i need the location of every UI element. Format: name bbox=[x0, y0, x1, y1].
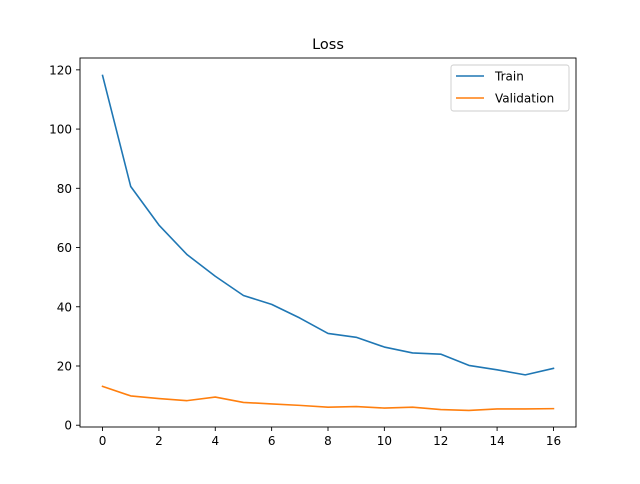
x-tick-label: 16 bbox=[546, 434, 561, 448]
y-tick-label: 20 bbox=[57, 359, 72, 373]
x-tick-label: 8 bbox=[324, 434, 332, 448]
y-tick-label: 0 bbox=[64, 419, 72, 433]
x-tick-label: 2 bbox=[155, 434, 163, 448]
series-line-validation bbox=[101, 385, 555, 412]
x-tick-label: 12 bbox=[433, 434, 448, 448]
x-tick-label: 4 bbox=[211, 434, 219, 448]
x-tick-label: 10 bbox=[377, 434, 392, 448]
legend: Train Validation bbox=[450, 64, 570, 112]
series-line-train bbox=[101, 74, 555, 376]
x-tick-label: 6 bbox=[268, 434, 276, 448]
y-tick-label: 80 bbox=[57, 182, 72, 196]
legend-label-validation: Validation bbox=[495, 92, 554, 106]
y-tick-label: 120 bbox=[49, 63, 72, 77]
x-tick-label: 0 bbox=[99, 434, 107, 448]
y-tick-label: 100 bbox=[49, 123, 72, 137]
chart-title: Loss bbox=[312, 37, 344, 53]
axes-frame bbox=[79, 57, 577, 428]
legend-label-train: Train bbox=[494, 70, 524, 84]
y-tick-label: 40 bbox=[57, 300, 72, 314]
x-tick-label: 14 bbox=[489, 434, 504, 448]
plot-layer: 0 2 4 6 8 10 12 14 16 0 20 40 60 80 100 120 bbox=[49, 63, 561, 448]
y-tick-label: 60 bbox=[57, 241, 72, 255]
